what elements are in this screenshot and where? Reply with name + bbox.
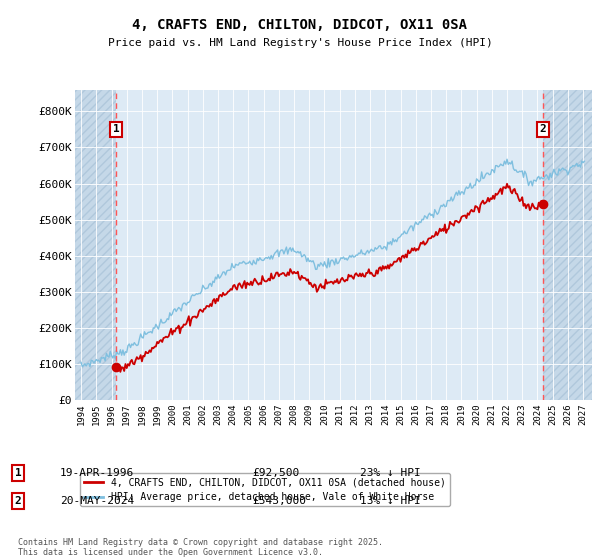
Text: 20-MAY-2024: 20-MAY-2024 (60, 496, 134, 506)
Text: 2: 2 (540, 124, 547, 134)
Text: 23% ↓ HPI: 23% ↓ HPI (360, 468, 421, 478)
Legend: 4, CRAFTS END, CHILTON, DIDCOT, OX11 0SA (detached house), HPI: Average price, d: 4, CRAFTS END, CHILTON, DIDCOT, OX11 0SA… (80, 473, 450, 506)
Text: 1: 1 (14, 468, 22, 478)
Text: £92,500: £92,500 (252, 468, 299, 478)
Bar (75, 90, 116, 400)
Text: 13% ↓ HPI: 13% ↓ HPI (360, 496, 421, 506)
Text: Contains HM Land Registry data © Crown copyright and database right 2025.
This d: Contains HM Land Registry data © Crown c… (18, 538, 383, 557)
Text: 19-APR-1996: 19-APR-1996 (60, 468, 134, 478)
Text: Price paid vs. HM Land Registry's House Price Index (HPI): Price paid vs. HM Land Registry's House … (107, 38, 493, 48)
Text: £543,000: £543,000 (252, 496, 306, 506)
Bar (543, 90, 592, 400)
Text: 4, CRAFTS END, CHILTON, DIDCOT, OX11 0SA: 4, CRAFTS END, CHILTON, DIDCOT, OX11 0SA (133, 18, 467, 32)
Text: 1: 1 (113, 124, 119, 134)
Text: 2: 2 (14, 496, 22, 506)
